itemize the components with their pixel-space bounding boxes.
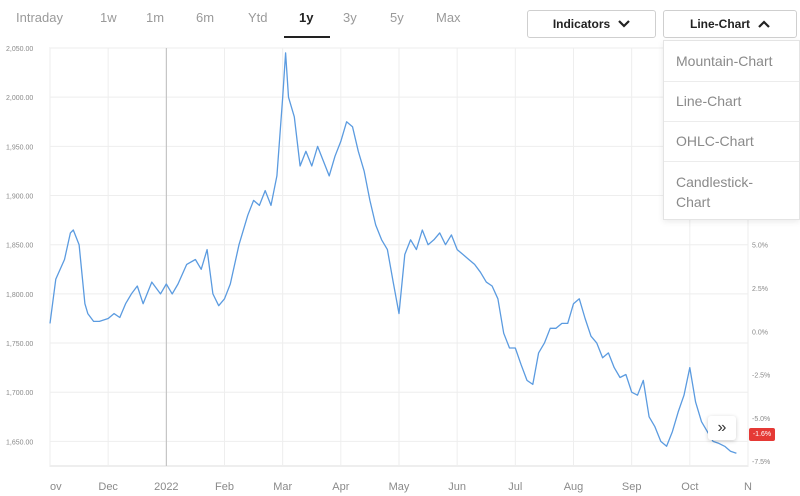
y-tick-label: 1,900.00 [6, 194, 33, 201]
y-tick-label: 1,850.00 [6, 243, 33, 250]
tab-intraday[interactable]: Intraday [16, 10, 63, 25]
indicators-button[interactable]: Indicators [527, 10, 656, 38]
right-axis-tick-label: -5.0% [752, 416, 770, 423]
y-tick-label: 1,700.00 [6, 390, 33, 397]
tab-1m[interactable]: 1m [146, 10, 165, 25]
time-range-tabs: Intraday 1w 1m 6m Ytd 1y 3y 5y Max [0, 0, 520, 40]
x-tick-label: Jul [508, 481, 522, 493]
tab-5y[interactable]: 5y [390, 10, 404, 25]
right-axis-tick-label: -7.5% [752, 459, 770, 466]
right-axis-tick-label: -2.5% [752, 373, 770, 380]
tab-3y[interactable]: 3y [343, 10, 357, 25]
y-tick-label: 1,750.00 [6, 341, 33, 348]
x-tick-label: Dec [98, 481, 118, 493]
menu-item-ohlc-chart[interactable]: OHLC-Chart [676, 133, 754, 149]
change-badge: -1.6% [749, 428, 775, 441]
menu-item-candlestick-chart[interactable]: Candlestick- Chart [676, 174, 754, 210]
y-tick-label: 2,000.00 [6, 95, 33, 102]
tab-ytd[interactable]: Ytd [248, 10, 268, 25]
x-tick-label: Oct [681, 481, 698, 493]
right-axis-tick-label: 2.5% [752, 286, 768, 293]
x-tick-label: N [744, 481, 752, 493]
price-series-line [49, 52, 737, 454]
chevron-down-icon [618, 20, 630, 28]
x-tick-label: Sep [622, 481, 642, 493]
x-tick-label: 2022 [154, 481, 178, 493]
x-tick-label: Apr [332, 481, 349, 493]
x-tick-label: Mar [273, 481, 292, 493]
tab-max[interactable]: Max [436, 10, 461, 25]
x-tick-label: May [389, 481, 410, 493]
indicators-label: Indicators [552, 17, 611, 31]
right-axis-tick-label: 0.0% [752, 329, 768, 336]
menu-divider [664, 161, 799, 162]
chevron-up-icon [758, 20, 770, 28]
x-tick-label: Jun [448, 481, 466, 493]
x-tick-label: ov [50, 481, 62, 493]
menu-divider [664, 121, 799, 122]
x-tick-label: Feb [215, 481, 234, 493]
menu-divider [664, 81, 799, 82]
y-tick-label: 1,800.00 [6, 292, 33, 299]
double-chevron-right-icon[interactable]: » [708, 416, 736, 440]
menu-item-mountain-chart[interactable]: Mountain-Chart [676, 53, 773, 69]
y-tick-label: 1,950.00 [6, 144, 33, 151]
chart-type-label: Line-Chart [690, 17, 750, 31]
chart-type-menu: Mountain-Chart Line-Chart OHLC-Chart Can… [663, 40, 800, 220]
active-tab-underline [284, 36, 330, 38]
menu-item-line-chart[interactable]: Line-Chart [676, 93, 742, 109]
y-tick-label: 1,650.00 [6, 439, 33, 446]
right-axis-tick-label: 5.0% [752, 243, 768, 250]
tab-1w[interactable]: 1w [100, 10, 117, 25]
chart-type-button[interactable]: Line-Chart [663, 10, 797, 38]
x-tick-label: Aug [564, 481, 584, 493]
tab-1y[interactable]: 1y [299, 10, 314, 25]
y-tick-label: 2,050.00 [6, 46, 33, 53]
tab-6m[interactable]: 6m [196, 10, 215, 25]
